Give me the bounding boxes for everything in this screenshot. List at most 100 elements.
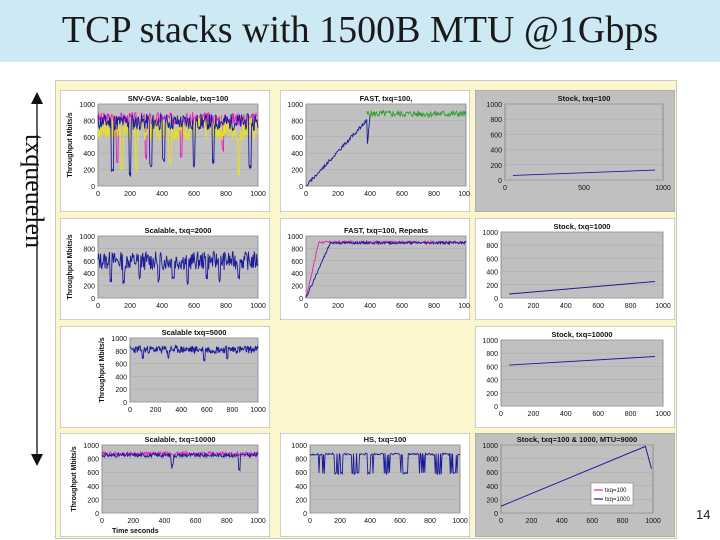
y-tick-label: 800 (87, 457, 99, 464)
y-tick-label: 800 (115, 349, 127, 356)
series-line-navy (97, 250, 259, 285)
y-tick-label: 400 (486, 484, 498, 491)
x-tick-label: 800 (220, 303, 232, 310)
chart-panel-p9: 0 200 400 600 800 1000 0 200 400 600 800 1000 Stock,… (475, 326, 675, 428)
chart-title: Stock, txq=10000 (551, 330, 612, 339)
y-axis-label: Throughput Mbits/s (67, 112, 74, 177)
chart-svg-p7: 0 200 400 600 800 1000 0 200 400 600 800 1000 Scalab… (60, 326, 270, 428)
y-tick-label: 1000 (79, 102, 95, 109)
plot-area (504, 103, 664, 181)
y-tick-label: 200 (291, 168, 303, 175)
chart-svg-p10: 0 200 400 600 800 1000 0 200 400 600 800 1000 Scalab… (60, 433, 270, 537)
series-line-navy (305, 239, 467, 298)
x-tick-label: 1000 (655, 185, 671, 192)
chart-panel-p12: 0 200 400 600 800 1000 0 200 400 600 800 1000 Stock,… (475, 433, 675, 537)
y-tick-label: 400 (295, 484, 307, 491)
y-tick-label: 0 (494, 404, 498, 411)
x-tick-label: 0 (100, 518, 104, 525)
y-tick-label: 400 (486, 378, 498, 385)
y-tick-label: 200 (486, 283, 498, 290)
x-tick-label: 0 (499, 303, 503, 310)
series-line-navy (500, 445, 652, 507)
chart-panel-p10: 0 200 400 600 800 1000 0 200 400 600 800 1000 Scalab… (60, 433, 270, 537)
x-tick-label: 600 (188, 191, 200, 198)
x-tick-label: 1000 (452, 518, 468, 525)
chart-panel-p4: 0 200 400 600 800 1000 0 200 400 600 800 1000 Scalab… (60, 218, 270, 320)
y-tick-label: 0 (91, 296, 95, 303)
x-tick-label: 800 (617, 518, 629, 525)
x-tick-label: 400 (556, 518, 568, 525)
series-line-navy (509, 356, 655, 366)
y-tick-label: 0 (91, 184, 95, 191)
x-tick-label: 1000 (655, 303, 671, 310)
y-tick-label: 600 (486, 470, 498, 477)
y-tick-label: 1000 (287, 234, 303, 241)
x-tick-label: 200 (150, 407, 162, 414)
y-tick-label: 0 (494, 511, 498, 518)
page-number: 14 (696, 507, 711, 522)
chart-panel-p6: 0 200 400 600 800 1000 0 200 400 600 800 1000 Stock,… (475, 218, 675, 320)
y-tick-label: 1000 (486, 102, 502, 109)
x-tick-label: 800 (221, 518, 233, 525)
y-tick-label: 200 (83, 284, 95, 291)
chart-panel-p7: 0 200 400 600 800 1000 0 200 400 600 800 1000 Scalab… (60, 326, 270, 428)
x-tick-label: 200 (332, 191, 344, 198)
plot-area (305, 103, 467, 187)
y-tick-label: 0 (299, 296, 303, 303)
x-tick-label: 400 (364, 191, 376, 198)
x-tick-label: 400 (156, 303, 168, 310)
y-tick-label: 400 (83, 271, 95, 278)
x-tick-label: 600 (396, 303, 408, 310)
y-tick-label: 800 (486, 457, 498, 464)
x-tick-label: 0 (304, 303, 308, 310)
y-tick-label: 0 (299, 184, 303, 191)
y-tick-label: 400 (83, 151, 95, 158)
x-tick-label: 400 (560, 303, 572, 310)
y-tick-label: 200 (291, 284, 303, 291)
y-tick-label: 0 (123, 400, 127, 407)
chart-svg-p5: 0 200 400 600 800 1000 0 200 400 600 800 1000 FAST, … (280, 218, 470, 320)
y-tick-label: 400 (115, 374, 127, 381)
x-tick-label: 800 (220, 191, 232, 198)
x-tick-label: 800 (625, 303, 637, 310)
y-tick-label: 1000 (287, 102, 303, 109)
y-tick-label: 400 (486, 270, 498, 277)
y-axis-label: Throughput Mbits/s (99, 337, 106, 402)
x-tick-label: 1000 (250, 407, 266, 414)
x-tick-label: 1000 (645, 518, 661, 525)
x-tick-label: 0 (503, 185, 507, 192)
x-tick-label: 400 (156, 191, 168, 198)
series-line-navy (305, 116, 371, 187)
x-tick-label: 200 (528, 303, 540, 310)
x-tick-label: 400 (175, 407, 187, 414)
x-tick-label: 0 (96, 303, 100, 310)
x-tick-label: 200 (124, 303, 136, 310)
x-tick-label: 600 (592, 303, 604, 310)
x-tick-label: 600 (586, 518, 598, 525)
x-tick-label: 800 (227, 407, 239, 414)
y-tick-label: 0 (95, 511, 99, 518)
chart-title: Scalable, txq=10000 (144, 435, 215, 444)
x-tick-label: 1000 (250, 191, 266, 198)
y-tick-label: 200 (115, 387, 127, 394)
title-banner (0, 0, 720, 62)
plot-area (500, 231, 664, 299)
y-tick-label: 600 (490, 132, 502, 139)
x-tick-label: 1000 (458, 191, 470, 198)
y-tick-label: 600 (291, 135, 303, 142)
x-tick-label: 600 (592, 411, 604, 418)
x-tick-label: 200 (124, 191, 136, 198)
y-tick-label: 400 (490, 148, 502, 155)
x-tick-label: 600 (394, 518, 406, 525)
y-tick-label: 800 (83, 118, 95, 125)
y-tick-label: 600 (486, 364, 498, 371)
y-tick-label: 600 (115, 362, 127, 369)
chart-panel-p11: 0 200 400 600 800 1000 0 200 400 600 800 1000 HS, tx… (280, 433, 470, 537)
chart-svg-p11: 0 200 400 600 800 1000 0 200 400 600 800 1000 HS, tx… (280, 433, 470, 537)
chart-title: HS, txq=100 (364, 435, 407, 444)
y-tick-label: 800 (490, 117, 502, 124)
series-line-navy (509, 281, 655, 295)
plot-area (305, 235, 467, 299)
x-tick-label: 1000 (458, 303, 470, 310)
x-tick-label: 400 (364, 303, 376, 310)
